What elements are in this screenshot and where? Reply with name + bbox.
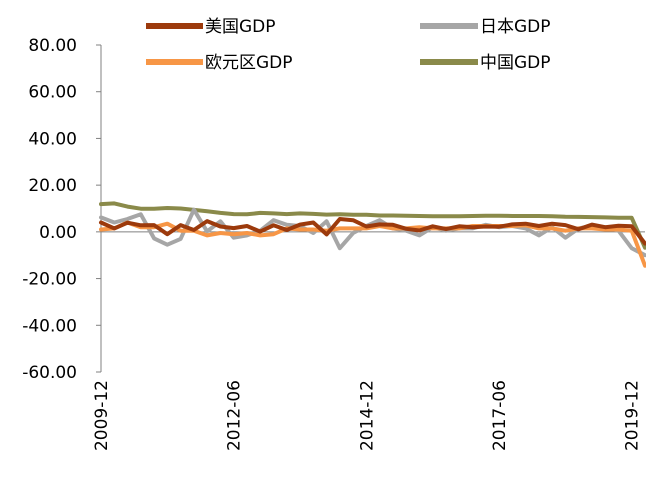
y-tick-label: 0.00 — [39, 223, 77, 243]
y-tick-label: 80.00 — [28, 36, 77, 56]
y-axis: 80.00 60.00 40.00 20.00 0.00 -20.00 -40.00 -60.… — [22, 36, 102, 383]
x-axis: 2009-12 2012-06 2014-12 2017-06 2019-12 — [92, 231, 645, 451]
x-tick-label: 2009-12 — [92, 380, 112, 451]
legend-label-eurozone-gdp: 欧元区GDP — [205, 53, 293, 73]
series-line-eurozone-gdp — [99, 220, 646, 268]
plot-lines — [99, 201, 646, 268]
legend: 美国GDP 日本GDP 欧元区GDP 中国GDP — [146, 17, 551, 73]
y-tick-label: -60.00 — [22, 363, 77, 383]
legend-label-japan-gdp: 日本GDP — [480, 17, 551, 37]
x-tick-label: 2019-12 — [623, 380, 643, 451]
series-line-us-gdp — [99, 217, 646, 246]
x-tick-label: 2012-06 — [225, 380, 245, 451]
x-tick-label: 2014-12 — [357, 380, 377, 451]
y-tick-label: 60.00 — [28, 83, 77, 103]
y-tick-label: 20.00 — [28, 176, 77, 196]
legend-label-us-gdp: 美国GDP — [205, 17, 276, 37]
y-tick-label: 40.00 — [28, 129, 77, 149]
y-tick-label: -20.00 — [22, 270, 77, 290]
series-line-china-gdp — [99, 201, 646, 250]
y-tick-label: -40.00 — [22, 316, 77, 336]
x-tick-label: 2017-06 — [490, 380, 510, 451]
legend-label-china-gdp: 中国GDP — [480, 53, 551, 73]
